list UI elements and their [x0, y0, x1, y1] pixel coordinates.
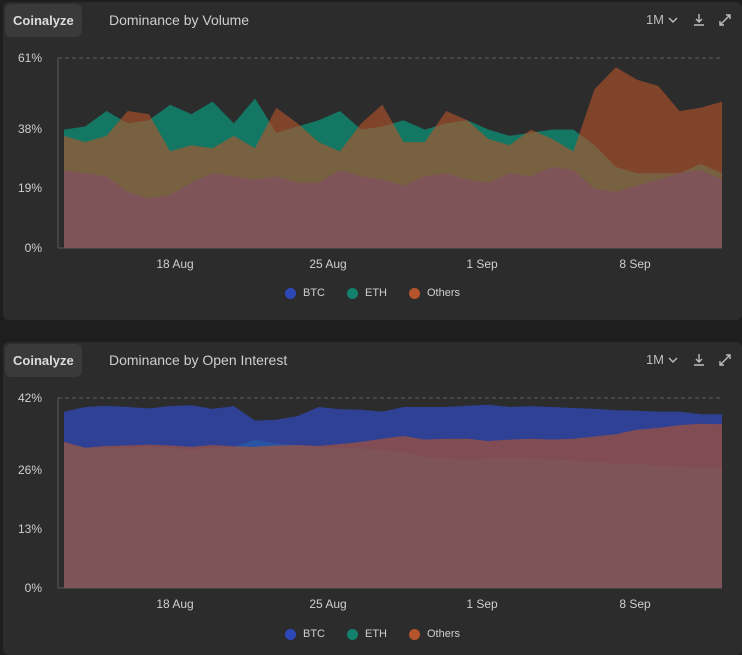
legend-label: Others — [426, 287, 460, 299]
x-tick-label: 1 Sep — [466, 257, 498, 271]
x-tick-label: 18 Aug — [156, 257, 193, 271]
timeframe-label: 1M — [645, 352, 664, 367]
x-tick-label: 25 Aug — [309, 597, 346, 611]
legend-label: Others — [426, 628, 460, 640]
y-tick-label: 61% — [18, 51, 42, 65]
brand-logo: Coinalyze — [5, 344, 82, 377]
legend-label: ETH — [364, 287, 387, 299]
legend-dot-others — [408, 628, 420, 640]
y-tick-label: 0% — [25, 241, 43, 255]
legend-label: ETH — [364, 628, 387, 640]
area-series-others — [64, 423, 722, 588]
download-icon[interactable] — [692, 353, 706, 367]
x-tick-label: 8 Sep — [619, 257, 651, 271]
x-tick-label: 1 Sep — [466, 597, 498, 611]
chart-legend: BTC ETH Others — [3, 628, 742, 640]
x-tick-label: 8 Sep — [619, 597, 651, 611]
legend-item-eth[interactable]: ETH — [346, 628, 387, 640]
expand-icon[interactable] — [718, 353, 732, 367]
legend-item-btc[interactable]: BTC — [284, 287, 325, 299]
y-tick-label: 0% — [25, 581, 43, 595]
legend-item-others[interactable]: Others — [408, 628, 460, 640]
legend-dot-eth — [346, 287, 358, 299]
legend-item-btc[interactable]: BTC — [284, 628, 325, 640]
open-interest-dominance-panel: Coinalyze Dominance by Open Interest 1M … — [3, 342, 742, 655]
y-tick-label: 26% — [18, 463, 42, 477]
y-tick-label: 42% — [18, 391, 42, 405]
legend-label: BTC — [302, 628, 325, 640]
chart-toolbar: 1M — [646, 352, 732, 367]
volume-dominance-panel: Coinalyze Dominance by Volume 1M 0% 19% 38… — [3, 2, 742, 320]
chevron-down-icon — [668, 357, 678, 363]
timeframe-selector[interactable]: 1M — [646, 352, 680, 367]
chart-legend: BTC ETH Others — [3, 287, 742, 299]
x-tick-label: 25 Aug — [309, 257, 346, 271]
legend-item-eth[interactable]: ETH — [346, 287, 387, 299]
expand-icon[interactable] — [718, 13, 732, 27]
timeframe-selector[interactable]: 1M — [646, 12, 680, 27]
y-tick-label: 19% — [18, 181, 42, 195]
volume-dominance-chart: 0% 19% 38% 61% 18 Aug 25 Aug 1 Sep 8 Sep — [18, 51, 722, 271]
chart-title: Dominance by Volume — [109, 12, 250, 28]
legend-dot-btc — [284, 287, 296, 299]
y-tick-label: 38% — [18, 122, 42, 136]
download-icon[interactable] — [692, 13, 706, 27]
chart-title: Dominance by Open Interest — [109, 352, 288, 368]
legend-dot-btc — [284, 628, 296, 640]
legend-dot-others — [408, 287, 420, 299]
x-tick-label: 18 Aug — [156, 597, 193, 611]
legend-dot-eth — [346, 628, 358, 640]
chart-toolbar: 1M — [646, 12, 732, 27]
legend-item-others[interactable]: Others — [408, 287, 460, 299]
open-interest-dominance-chart: 0% 13% 26% 42% 18 Aug 25 Aug 1 Sep 8 Sep — [18, 391, 722, 611]
area-series-others — [64, 67, 722, 248]
chevron-down-icon — [668, 17, 678, 23]
legend-label: BTC — [302, 287, 325, 299]
brand-logo: Coinalyze — [5, 4, 82, 37]
y-tick-label: 13% — [18, 522, 42, 536]
timeframe-label: 1M — [645, 12, 664, 27]
